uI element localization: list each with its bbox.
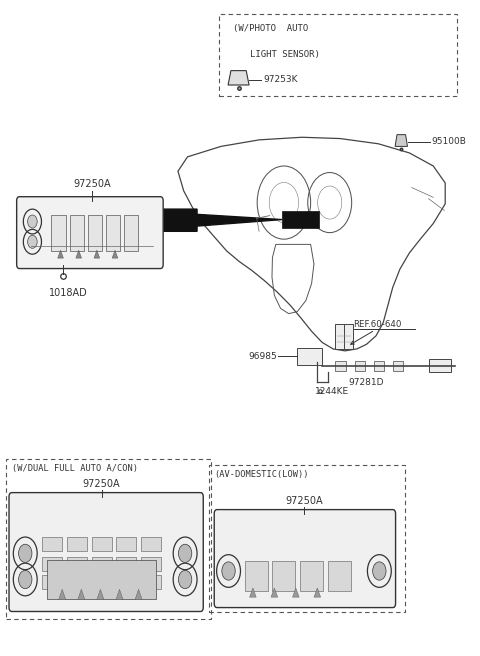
Bar bbox=[429, 359, 451, 373]
Circle shape bbox=[222, 562, 235, 580]
Bar bbox=[67, 537, 87, 552]
Circle shape bbox=[19, 544, 32, 562]
Circle shape bbox=[28, 236, 37, 249]
Bar bbox=[355, 361, 365, 371]
Bar bbox=[92, 537, 112, 552]
Text: (W/PHOTO  AUTO: (W/PHOTO AUTO bbox=[233, 24, 308, 33]
Polygon shape bbox=[271, 588, 278, 597]
Bar bbox=[47, 560, 156, 599]
Bar bbox=[70, 215, 84, 251]
Bar bbox=[141, 537, 161, 552]
Polygon shape bbox=[94, 251, 100, 258]
Polygon shape bbox=[228, 71, 249, 85]
Polygon shape bbox=[112, 251, 118, 258]
Bar bbox=[116, 557, 136, 571]
Polygon shape bbox=[395, 134, 408, 146]
Text: 97281D: 97281D bbox=[348, 378, 384, 386]
Text: LIGHT SENSOR): LIGHT SENSOR) bbox=[250, 51, 319, 60]
Bar bbox=[300, 561, 323, 590]
Bar bbox=[336, 324, 346, 349]
Bar bbox=[42, 575, 62, 589]
Polygon shape bbox=[161, 209, 282, 232]
Polygon shape bbox=[292, 588, 299, 597]
Polygon shape bbox=[135, 589, 142, 600]
Text: 95100B: 95100B bbox=[432, 137, 467, 146]
Bar bbox=[328, 561, 351, 590]
Bar bbox=[67, 557, 87, 571]
Bar bbox=[393, 361, 403, 371]
FancyBboxPatch shape bbox=[214, 510, 396, 607]
Polygon shape bbox=[250, 588, 256, 597]
Polygon shape bbox=[76, 251, 82, 258]
Text: 97253K: 97253K bbox=[263, 75, 298, 84]
Circle shape bbox=[372, 562, 386, 580]
Bar bbox=[106, 215, 120, 251]
Bar bbox=[51, 215, 66, 251]
Circle shape bbox=[179, 570, 192, 588]
Bar bbox=[124, 215, 138, 251]
Bar bbox=[373, 361, 384, 371]
Bar bbox=[42, 557, 62, 571]
Text: 1244KE: 1244KE bbox=[315, 387, 349, 396]
Text: REF.60-640: REF.60-640 bbox=[354, 319, 402, 329]
Polygon shape bbox=[116, 589, 123, 600]
Bar bbox=[92, 575, 112, 589]
Text: 97250A: 97250A bbox=[83, 479, 120, 489]
Circle shape bbox=[179, 544, 192, 562]
Bar bbox=[92, 557, 112, 571]
Bar bbox=[88, 215, 102, 251]
Bar bbox=[273, 561, 295, 590]
Text: 96985: 96985 bbox=[249, 352, 277, 361]
Polygon shape bbox=[59, 589, 66, 600]
Text: 97250A: 97250A bbox=[73, 179, 111, 189]
Polygon shape bbox=[97, 589, 104, 600]
Text: (W/DUAL FULL AUTO A/CON): (W/DUAL FULL AUTO A/CON) bbox=[12, 464, 138, 473]
Bar bbox=[344, 324, 353, 349]
Bar bbox=[245, 561, 268, 590]
Bar bbox=[116, 575, 136, 589]
Text: 1018AD: 1018AD bbox=[49, 287, 87, 298]
Polygon shape bbox=[314, 588, 321, 597]
Bar bbox=[141, 557, 161, 571]
Polygon shape bbox=[78, 589, 85, 600]
FancyBboxPatch shape bbox=[9, 493, 203, 611]
Bar bbox=[297, 348, 322, 365]
Bar bbox=[141, 575, 161, 589]
FancyBboxPatch shape bbox=[17, 197, 163, 268]
Text: (AV-DOMESTIC(LOW)): (AV-DOMESTIC(LOW)) bbox=[215, 470, 309, 480]
Bar bbox=[116, 537, 136, 552]
Bar bbox=[336, 361, 346, 371]
Circle shape bbox=[28, 215, 37, 228]
Text: 97250A: 97250A bbox=[286, 496, 323, 506]
Circle shape bbox=[19, 570, 32, 588]
Polygon shape bbox=[58, 251, 63, 258]
Bar bbox=[67, 575, 87, 589]
Bar bbox=[42, 537, 62, 552]
Bar bbox=[282, 211, 319, 228]
